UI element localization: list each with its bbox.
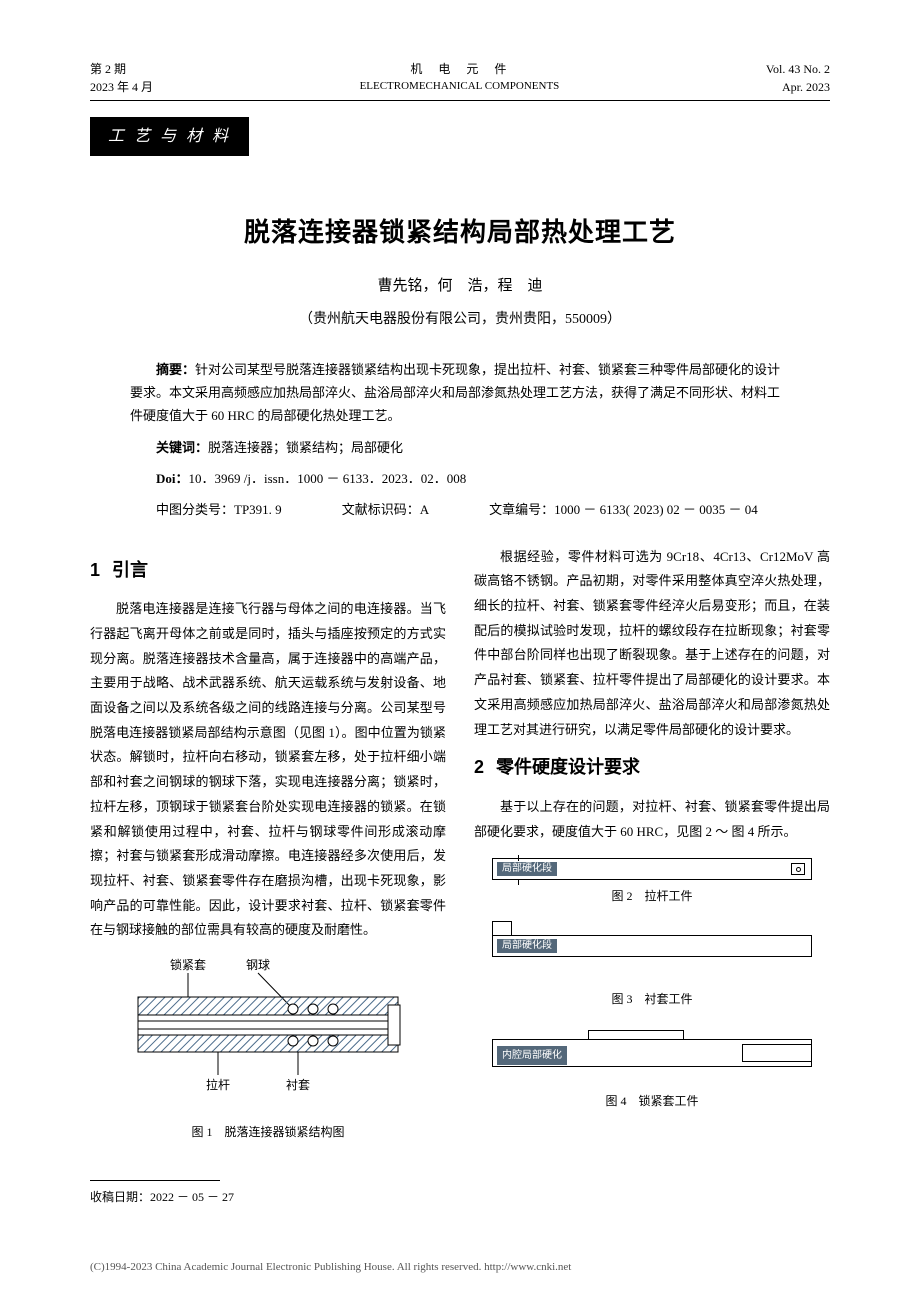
footnote-separator	[90, 1180, 220, 1181]
copyright-line: (C)1994-2023 China Academic Journal Elec…	[90, 1258, 830, 1277]
keywords-label: 关键词：	[156, 440, 208, 455]
figure-1: 锁紧套 钢球	[90, 957, 446, 1142]
sec2-num: 2	[474, 757, 484, 777]
col2-para1: 根据经验，零件材料可选为 9Cr18、4Cr13、Cr12MoV 高碳高铬不锈钢…	[474, 545, 830, 743]
fig3-left-tab	[492, 921, 512, 935]
article-title: 脱落连接器锁紧结构局部热处理工艺	[90, 210, 830, 254]
sec1-num: 1	[90, 560, 100, 580]
fig2-label: 局部硬化段	[497, 862, 557, 876]
vol-en: Vol. 43 No. 2	[766, 60, 830, 78]
journal-en: ELECTROMECHANICAL COMPONENTS	[360, 78, 560, 95]
header-left: 第 2 期 2023 年 4 月	[90, 60, 153, 96]
sec2-title: 零件硬度设计要求	[496, 757, 640, 777]
fig3-caption: 图 3 衬套工件	[474, 989, 830, 1009]
fig2-caption: 图 2 拉杆工件	[474, 886, 830, 906]
meta-row: 中图分类号：TP391. 9 文献标识码：A 文章编号：1000 － 6133(…	[130, 499, 790, 521]
article-id-value: 1000 － 6133( 2023) 02 － 0035 － 04	[554, 502, 758, 517]
section-tag: 工 艺 与 材 料	[90, 117, 249, 156]
clc-value: TP391. 9	[234, 502, 282, 517]
footnote-date: 2022 － 05 － 27	[150, 1190, 234, 1204]
fig1-svg: 锁紧套 钢球	[128, 957, 408, 1107]
fig3-label: 局部硬化段	[497, 939, 557, 953]
fig1-label-rod: 拉杆	[206, 1077, 230, 1092]
header-right: Vol. 43 No. 2 Apr. 2023	[766, 60, 830, 96]
keywords-block: 关键词：脱落连接器；锁紧结构；局部硬化	[130, 436, 790, 459]
date-en: Apr. 2023	[766, 78, 830, 96]
page-header: 第 2 期 2023 年 4 月 机 电 元 件 ELECTROMECHANIC…	[90, 60, 830, 101]
fig4-step1	[588, 1030, 683, 1040]
footnote: 收稿日期：2022 － 05 － 27	[90, 1187, 830, 1207]
date-cn: 2023 年 4 月	[90, 78, 153, 96]
sec1-para1: 脱落电连接器是连接飞行器与母体之间的电连接器。当飞行器起飞离开母体之前或是同时，…	[90, 597, 446, 943]
doi-label: Doi：	[156, 471, 189, 486]
fig2-bar: 局部硬化段	[492, 858, 812, 880]
keywords-text: 脱落连接器；锁紧结构；局部硬化	[208, 440, 403, 455]
fig1-label-bush: 衬套	[286, 1078, 310, 1092]
fig1-caption: 图 1 脱落连接器锁紧结构图	[90, 1122, 446, 1142]
footnote-label: 收稿日期：	[90, 1190, 150, 1204]
issue-cn: 第 2 期	[90, 60, 153, 78]
section-1-heading: 1 引言	[90, 555, 446, 586]
abstract-text: 针对公司某型号脱落连接器锁紧结构出现卡死现象，提出拉杆、衬套、锁紧套三种零件局部…	[130, 362, 780, 424]
fig4-step2	[742, 1044, 812, 1062]
doi-block: Doi：10．3969 /j．issn．1000 － 6133．2023．02．…	[130, 467, 790, 490]
right-column: 根据经验，零件材料可选为 9Cr18、4Cr13、Cr12MoV 高碳高铬不锈钢…	[474, 545, 830, 1150]
sec2-para1: 基于以上存在的问题，对拉杆、衬套、锁紧套零件提出局部硬化要求，硬度值大于 60 …	[474, 795, 830, 844]
abstract-label: 摘要：	[156, 362, 195, 377]
doi-text: 10．3969 /j．issn．1000 － 6133．2023．02．008	[189, 471, 467, 486]
section-2-heading: 2 零件硬度设计要求	[474, 752, 830, 783]
affiliation: （贵州航天电器股份有限公司，贵州贵阳，550009）	[90, 308, 830, 332]
doc-code-label: 文献标识码：	[342, 502, 420, 517]
figure-3: 局部硬化段 图 3 衬套工件	[474, 921, 830, 1009]
fig3-bar: 局部硬化段	[492, 935, 812, 957]
figure-2: 局部硬化段 图 2 拉杆工件	[474, 858, 830, 906]
article-id-label: 文章编号：	[489, 502, 554, 517]
header-center: 机 电 元 件 ELECTROMECHANICAL COMPONENTS	[360, 60, 560, 95]
journal-cn: 机 电 元 件	[360, 60, 560, 78]
doc-code-value: A	[420, 502, 429, 517]
fig1-label-ball: 钢球	[246, 958, 270, 972]
fig1-label-lock-sleeve: 锁紧套	[170, 957, 206, 972]
fig4-main: 内腔局部硬化	[492, 1039, 812, 1067]
authors: 曹先铭，何 浩，程 迪	[90, 274, 830, 300]
sec1-title: 引言	[112, 560, 148, 580]
fig4-label: 内腔局部硬化	[497, 1046, 567, 1065]
figure-4: 内腔局部硬化 图 4 锁紧套工件	[474, 1023, 830, 1111]
abstract-block: 摘要：针对公司某型号脱落连接器锁紧结构出现卡死现象，提出拉杆、衬套、锁紧套三种零…	[130, 358, 790, 428]
clc-label: 中图分类号：	[156, 502, 234, 517]
fig4-caption: 图 4 锁紧套工件	[474, 1091, 830, 1111]
two-column-body: 1 引言 脱落电连接器是连接飞行器与母体之间的电连接器。当飞行器起飞离开母体之前或…	[90, 545, 830, 1150]
left-column: 1 引言 脱落电连接器是连接飞行器与母体之间的电连接器。当飞行器起飞离开母体之前或…	[90, 545, 446, 1150]
